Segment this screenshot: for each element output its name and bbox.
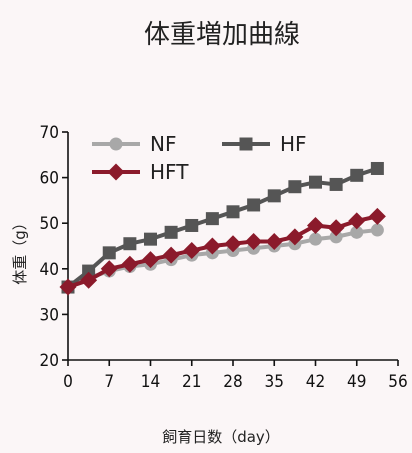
data-point-hf	[309, 175, 322, 189]
series-hft	[59, 207, 386, 296]
legend-swatch-marker	[107, 163, 125, 181]
data-point-hft	[142, 251, 159, 269]
data-point-hft	[100, 260, 118, 278]
data-point-hf	[329, 177, 343, 191]
x-axis-title: 飼育日数（day）	[162, 428, 280, 446]
data-point-hft	[183, 242, 201, 260]
legend-swatch-marker	[109, 137, 123, 151]
data-point-nf	[350, 225, 364, 239]
legend-label: NF	[150, 132, 176, 156]
y-tick-label: 50	[40, 214, 59, 234]
x-tick-label: 7	[104, 372, 114, 392]
y-axis-title: 体重（g）	[11, 215, 29, 285]
data-point-hft	[203, 237, 221, 255]
data-point-nf	[370, 223, 384, 237]
data-point-hf	[123, 237, 137, 251]
data-point-hf	[226, 205, 240, 219]
data-point-hf	[370, 161, 384, 175]
data-point-hf	[247, 198, 261, 212]
data-point-hft	[327, 219, 345, 237]
data-point-hft	[224, 235, 242, 253]
axes: 20 30 40 50 60 70 0 7 14 21 28 35 42 49 56	[40, 123, 408, 392]
legend-item-nf: NF	[92, 132, 176, 156]
x-tick-label: 49	[347, 372, 366, 392]
data-point-hft	[286, 228, 304, 246]
series-line-hf	[66, 166, 379, 289]
series-line-hft	[67, 214, 378, 289]
data-point-hft	[121, 255, 139, 273]
data-point-hf	[144, 232, 157, 246]
x-tick-label: 0	[63, 372, 73, 392]
data-point-hft	[348, 212, 366, 230]
y-tick-label: 40	[40, 260, 59, 280]
series-layer	[59, 161, 386, 296]
data-point-hft	[59, 278, 77, 296]
data-point-hft	[368, 207, 386, 225]
data-point-hf	[82, 264, 96, 278]
data-point-hf	[350, 168, 364, 182]
data-point-hft	[245, 232, 263, 250]
x-tick-label: 21	[182, 372, 201, 392]
legend-item-hf: HF	[222, 132, 307, 156]
data-point-hf	[267, 189, 281, 203]
y-tick-label: 30	[40, 305, 59, 325]
data-point-hft	[162, 246, 180, 264]
legend-item-hft: HFT	[92, 160, 189, 184]
x-tick-label: 56	[388, 372, 407, 392]
x-tick-label: 42	[306, 372, 325, 392]
data-point-hf	[205, 212, 219, 226]
chart-title: 体重増加曲線	[144, 20, 300, 50]
data-point-hf	[288, 180, 302, 194]
y-tick-label: 60	[40, 169, 59, 189]
series-line-nf	[67, 228, 378, 289]
legend: NF HF HFT	[92, 132, 307, 184]
legend-label: HF	[280, 132, 307, 156]
legend-swatch-marker	[239, 137, 253, 151]
x-tick-label: 14	[141, 372, 160, 392]
x-tick-label: 35	[265, 372, 284, 392]
data-point-nf	[329, 230, 343, 244]
data-point-hf	[185, 218, 199, 232]
legend-label: HFT	[150, 160, 189, 184]
data-point-nf	[309, 232, 322, 246]
data-point-hft	[80, 271, 98, 289]
y-tick-label: 70	[40, 123, 59, 143]
data-point-hf	[102, 246, 116, 260]
data-point-hft	[265, 232, 283, 250]
data-point-hf	[164, 225, 178, 239]
y-tick-label: 20	[40, 351, 59, 371]
data-point-hft	[307, 216, 324, 234]
x-tick-label: 28	[223, 372, 242, 392]
